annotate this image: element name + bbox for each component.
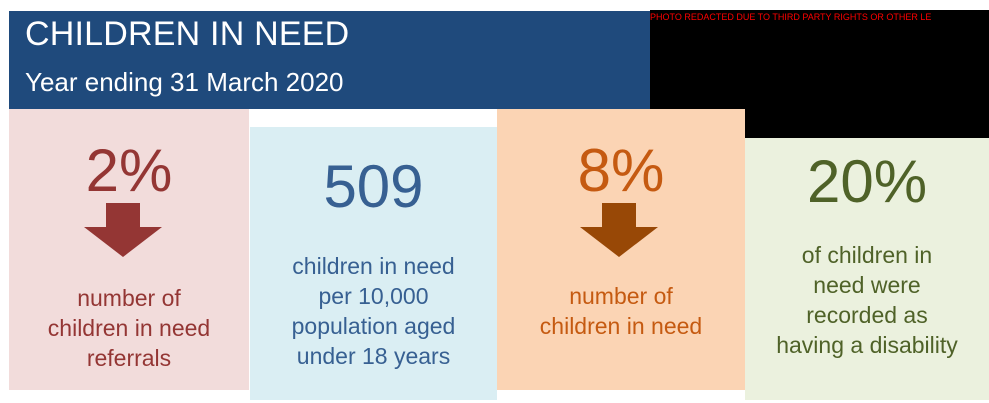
description-line: recorded as <box>806 302 928 328</box>
description-line: under 18 years <box>296 343 451 369</box>
stat-card-disability: 20% of children in need were recorded as… <box>745 138 989 400</box>
stat-card-rate: 509 children in need per 10,000 populati… <box>250 127 497 400</box>
down-arrow-icon <box>84 203 162 257</box>
description-line: of children in <box>801 242 933 268</box>
description-line: number of <box>569 283 673 309</box>
description-line: children in need <box>47 315 211 341</box>
stat-description: children in need per 10,000 population a… <box>250 251 497 371</box>
description-line: referrals <box>86 345 172 371</box>
down-arrow-icon <box>580 203 658 257</box>
stat-card-children: 8% number of children in need <box>497 109 745 390</box>
description-line: number of <box>77 285 181 311</box>
description-line: population aged <box>291 313 456 339</box>
description-line: need were <box>813 272 921 298</box>
stat-value: 20% <box>806 148 928 215</box>
stat-value: 8% <box>577 137 665 204</box>
stat-card-referrals: 2% number of children in need referrals <box>9 109 249 390</box>
description-line: children in need <box>292 253 455 279</box>
stat-value: 509 <box>323 153 424 220</box>
redaction-notice: PHOTO REDACTED DUE TO THIRD PARTY RIGHTS… <box>650 12 932 22</box>
header-banner: CHILDREN IN NEED Year ending 31 March 20… <box>9 11 650 109</box>
description-line: children in need <box>539 313 703 339</box>
description-line: having a disability <box>776 332 958 358</box>
stat-value: 2% <box>85 137 173 204</box>
stat-description: number of children in need <box>497 281 745 341</box>
description-line: per 10,000 <box>318 283 429 309</box>
page-subtitle: Year ending 31 March 2020 <box>25 67 344 97</box>
stat-description: number of children in need referrals <box>9 283 249 373</box>
stat-description: of children in need were recorded as hav… <box>745 240 989 360</box>
page-title: CHILDREN IN NEED <box>25 15 350 53</box>
